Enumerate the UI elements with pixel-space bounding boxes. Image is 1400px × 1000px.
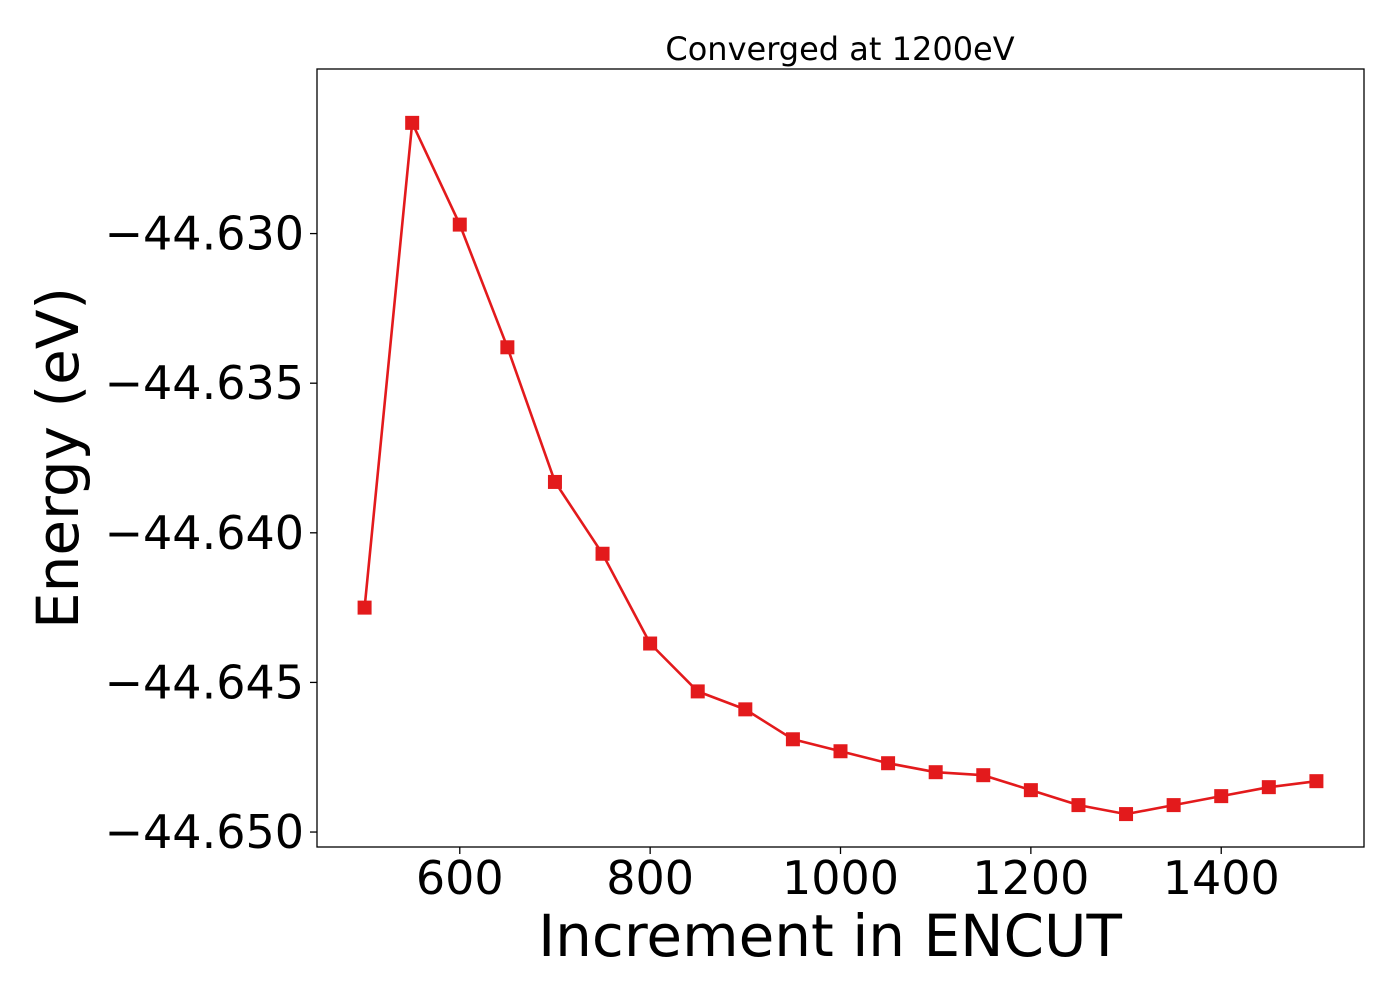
data-point bbox=[928, 765, 943, 780]
x-tick-label: 1400 bbox=[1163, 851, 1280, 905]
data-point bbox=[833, 744, 848, 759]
data-point bbox=[595, 546, 610, 561]
x-tick-label: 600 bbox=[416, 851, 504, 905]
y-tick-label: −44.650 bbox=[105, 805, 305, 859]
data-point bbox=[643, 636, 658, 651]
data-point bbox=[547, 474, 562, 489]
x-tick-label: 1000 bbox=[782, 851, 899, 905]
data-point bbox=[1071, 798, 1086, 813]
chart-title: Converged at 1200eV bbox=[665, 30, 1014, 68]
y-tick-label: −44.635 bbox=[105, 356, 305, 410]
data-point bbox=[357, 600, 372, 615]
y-tick-label: −44.640 bbox=[105, 506, 305, 560]
data-point bbox=[1119, 807, 1134, 822]
y-tick-label: −44.630 bbox=[105, 207, 305, 261]
data-point bbox=[1214, 789, 1229, 804]
y-axis-title: Energy (eV) bbox=[24, 287, 92, 629]
data-point bbox=[785, 732, 800, 747]
plot-area: 600 800 1000 1200 1400 −44.650 −44.645 −44.640 −… bbox=[105, 115, 1324, 905]
data-point bbox=[405, 115, 420, 130]
y-tick-label: −44.645 bbox=[105, 655, 305, 709]
data-point bbox=[1023, 783, 1038, 798]
x-axis-title: Increment in ENCUT bbox=[538, 902, 1122, 970]
data-point bbox=[690, 684, 705, 699]
data-point bbox=[1309, 774, 1324, 789]
data-point bbox=[738, 702, 753, 717]
plot-frame bbox=[316, 68, 1365, 848]
data-point bbox=[1166, 798, 1181, 813]
data-point bbox=[1261, 780, 1276, 795]
data-point bbox=[881, 756, 896, 771]
x-tick-label: 1200 bbox=[972, 851, 1089, 905]
data-point bbox=[500, 340, 515, 355]
x-tick-label: 800 bbox=[606, 851, 694, 905]
data-point bbox=[452, 217, 467, 232]
data-point bbox=[976, 768, 991, 783]
